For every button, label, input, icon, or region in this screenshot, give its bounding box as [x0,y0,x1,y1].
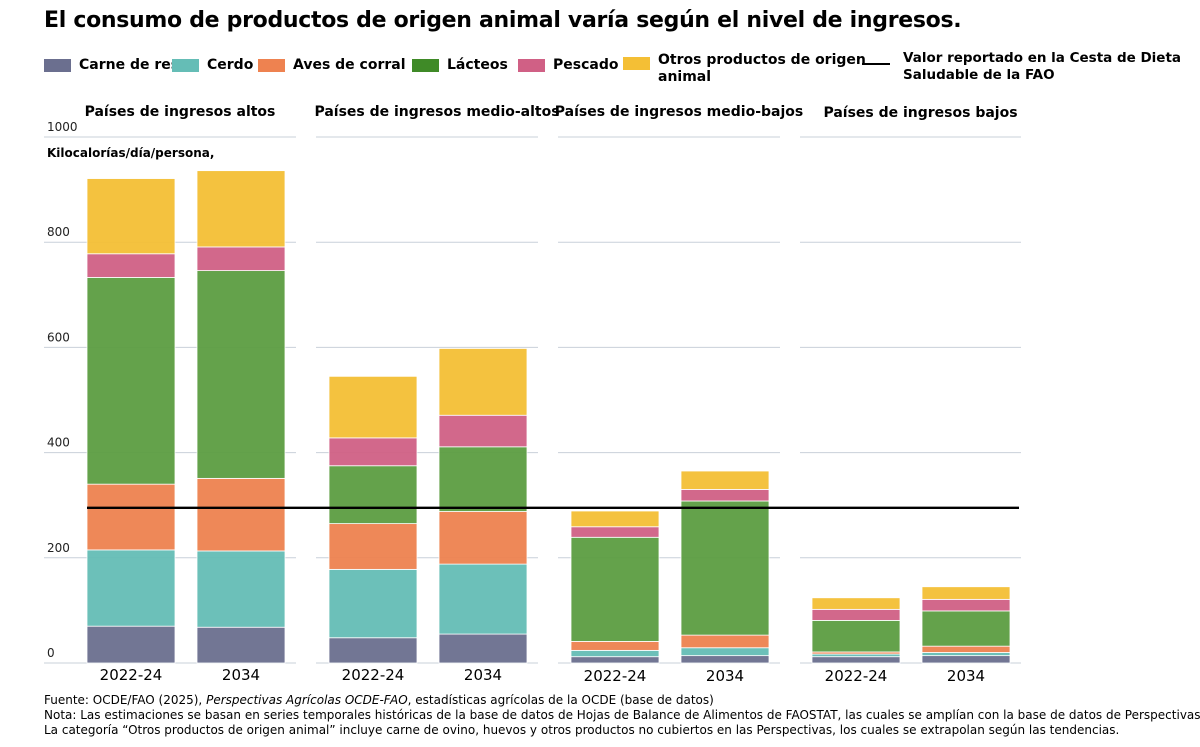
panel-title-1: Países de ingresos medio-altos [314,104,559,120]
legend-item-dairy: Lácteos [412,57,508,74]
x-tick-label-3-1: 2034 [947,667,985,685]
bar-0-1-beef [196,626,286,664]
legend-item-fish: Pescado [518,57,618,74]
legend-label-pork: Cerdo [207,57,254,73]
bar-3-1-dairy [921,610,1011,647]
legend-label-dairy: Lácteos [447,57,508,73]
bar-3-0-dairy [811,619,901,653]
bar-1-1-other [438,348,528,416]
bar-0-1-other [196,170,286,248]
legend-item-beef: Carne de res [44,57,179,74]
bar-0-0-other [86,178,176,255]
bar-1-0-dairy [328,465,418,525]
bar-0-0-beef [86,625,176,664]
legend-swatch-fish [518,59,545,72]
note-line-2: La categoría “Otros productos de origen … [44,723,1120,737]
legend-line-reference [862,63,890,65]
bar-0-0-dairy [86,277,176,485]
bar-2-0-other [570,510,660,528]
bar-3-1-fish [921,598,1011,612]
legend-label-other: Otros productos de origen animal [658,52,866,86]
y-tick-label-1000: 1000 [47,120,78,134]
y-tick-label-0: 0 [47,646,55,660]
bar-2-0-fish [570,526,660,538]
chart-title: El consumo de productos de origen animal… [44,8,962,33]
bar-3-0-beef [811,656,901,664]
bar-1-1-dairy [438,446,528,512]
source-publication: Perspectivas Agrícolas OCDE-FAO [206,693,408,707]
legend-item-reference: Valor reportado en la Cesta de Dieta Sal… [862,50,1181,84]
bar-2-0-beef [570,656,660,664]
bar-1-0-poultry [328,523,418,570]
bar-0-1-dairy [196,270,286,479]
bar-0-0-fish [86,253,176,278]
y-tick-label-600: 600 [47,330,70,344]
legend-item-other: Otros productos de origen animal [623,52,866,86]
bar-2-1-beef [680,655,770,664]
bar-0-0-poultry [86,483,176,551]
x-tick-label-0-1: 2034 [222,666,260,684]
bar-3-1-other [921,586,1011,600]
bar-1-1-poultry [438,511,528,565]
bar-2-1-other [680,470,770,490]
bar-3-0-other [811,597,901,610]
bar-0-1-fish [196,246,286,272]
bar-1-0-other [328,375,418,439]
bar-2-1-poultry [680,634,770,649]
bar-2-0-dairy [570,536,660,642]
bar-0-0-pork [86,549,176,627]
bar-2-1-pork [680,647,770,657]
bar-3-1-pork [921,652,1011,657]
panel-title-0: Países de ingresos altos [85,104,276,120]
source-note: Fuente: OCDE/FAO (2025), Perspectivas Ag… [44,693,714,708]
panel-title-3: Países de ingresos bajos [823,105,1017,121]
bar-3-0-fish [811,608,901,621]
legend-label-other-line1: Otros productos de origen [658,52,866,68]
bar-3-1-poultry [921,645,1011,653]
x-tick-label-2-1: 2034 [706,667,744,685]
legend-swatch-poultry [258,59,285,72]
y-axis-label: Kilocalorías/día/persona, [47,146,214,160]
legend-label-reference-line1: Valor reportado en la Cesta de Dieta [903,50,1182,66]
bar-1-1-beef [438,633,528,664]
legend-swatch-beef [44,59,71,72]
source-prefix: Fuente: OCDE/FAO (2025), [44,693,207,707]
legend-item-poultry: Aves de corral [258,57,406,74]
y-tick-label-200: 200 [47,541,70,555]
bar-1-0-fish [328,437,418,467]
bar-1-1-fish [438,414,528,448]
source-suffix: , estadísticas agrícolas de la OCDE (bas… [407,693,714,707]
y-tick-label-800: 800 [47,225,70,239]
bar-2-0-poultry [570,641,660,651]
x-tick-label-1-1: 2034 [464,666,502,684]
bar-2-1-fish [680,489,770,502]
legend-label-reference-line2: Saludable de la FAO [903,67,1055,83]
legend-label-poultry: Aves de corral [293,57,406,73]
bar-0-1-poultry [196,477,286,552]
panel-title-2: Países de ingresos medio-bajos [555,104,803,120]
bar-1-1-pork [438,563,528,635]
legend-swatch-pork [172,59,199,72]
legend-label-fish: Pescado [553,57,619,73]
legend-label-other-line2: animal [658,69,712,85]
legend-swatch-other [623,57,650,70]
y-tick-label-400: 400 [47,436,70,450]
x-tick-label-2-0: 2022-24 [584,667,647,685]
bar-2-0-pork [570,649,660,658]
bar-2-1-dairy [680,500,770,636]
legend-swatch-dairy [412,59,439,72]
legend-item-pork: Cerdo [172,57,253,74]
legend-label-beef: Carne de res [79,57,180,73]
bar-1-0-pork [328,568,418,639]
x-tick-label-1-0: 2022-24 [342,666,405,684]
legend-label-reference: Valor reportado en la Cesta de Dieta Sal… [903,50,1181,84]
x-tick-label-0-0: 2022-24 [100,666,163,684]
bar-0-1-pork [196,550,286,628]
x-tick-label-3-0: 2022-24 [825,667,888,685]
bar-1-0-beef [328,637,418,664]
note-line-1: Nota: Las estimaciones se basan en serie… [44,708,1200,722]
bar-3-1-beef [921,655,1011,664]
